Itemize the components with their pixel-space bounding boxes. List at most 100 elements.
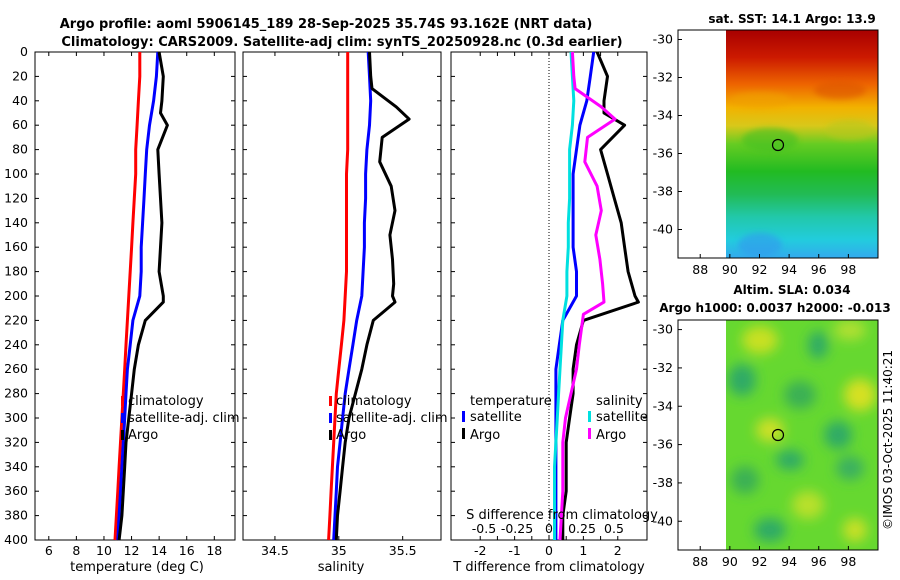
- depth-tick-label: 160: [4, 239, 28, 254]
- sla-map-subtitle: Argo h1000: 0.0037 h2000: -0.013: [659, 301, 890, 315]
- depth-tick-label: 100: [4, 166, 28, 181]
- map-y-tick-label: -38: [653, 475, 673, 490]
- map-x-tick-label: 90: [722, 554, 738, 569]
- legend-label-climatology: climatology: [336, 394, 412, 409]
- depth-tick-label: 140: [4, 215, 28, 230]
- s-tick-label: 0.25: [568, 521, 596, 536]
- temperature-axis: 6 8 10 12 14 16 18: [35, 51, 235, 558]
- map-x-tick-label: 92: [752, 262, 768, 277]
- legend-label-satellite-adj: satellite-adj. clim: [336, 411, 448, 426]
- map-x-tick-label: 98: [840, 262, 856, 277]
- series-line-s-argo: [558, 51, 617, 541]
- depth-tick-label: 220: [4, 312, 28, 327]
- depth-tick-label: 20: [12, 68, 28, 83]
- map-x-tick-label: 98: [840, 554, 856, 569]
- salinity-axis: 34.5 35 35.5: [243, 51, 441, 558]
- series-line-satellite-adj-clim: [332, 51, 373, 541]
- legend-swatch-t-argo: [462, 428, 465, 439]
- legend-label-satellite-adj: satellite-adj. clim: [128, 411, 240, 426]
- map-y-tick-label: -34: [653, 398, 673, 413]
- sla-argo-position-marker: [771, 428, 785, 442]
- x-tick-label: 35: [331, 543, 347, 558]
- temperature-xlabel: temperature (deg C): [70, 560, 204, 575]
- series-line-s-satellite: [553, 51, 576, 540]
- depth-tick-label: 360: [4, 483, 28, 498]
- map-y-tick-label: -32: [653, 360, 673, 375]
- sla-heatmap: [726, 320, 878, 550]
- legend-swatch-climatology: [329, 396, 332, 406]
- map-x-tick-label: 96: [811, 554, 827, 569]
- x-tick-label: 8: [72, 543, 80, 558]
- salinity-lines: [327, 51, 411, 541]
- depth-tick-label: 40: [12, 93, 28, 108]
- legend-label-t-satellite: satellite: [470, 410, 522, 425]
- map-y-tick-label: -32: [653, 70, 673, 85]
- depth-tick-label: 240: [4, 337, 28, 352]
- x-tick-label: -1: [508, 543, 520, 558]
- temperature-panel-frame: [34, 51, 236, 541]
- depth-tick-label: 380: [4, 508, 28, 523]
- legend-swatch-s-satellite: [588, 411, 591, 422]
- x-tick-label: -2: [474, 543, 486, 558]
- legend-swatch-argo: [329, 430, 332, 440]
- legend-label-s-satellite: satellite: [596, 410, 648, 425]
- x-tick-label: 35.5: [389, 543, 417, 558]
- depth-tick-label: 120: [4, 190, 28, 205]
- salinity-xlabel: salinity: [318, 560, 365, 575]
- map-x-tick-label: 88: [692, 554, 708, 569]
- map-y-tick-label: -30: [653, 322, 673, 337]
- sst-heatmap: [726, 30, 878, 258]
- series-line-argo: [117, 51, 169, 541]
- map-y-tick-label: -38: [653, 184, 673, 199]
- legend-swatch-satellite-adj: [121, 413, 124, 423]
- sst-argo-position-marker: [771, 138, 785, 152]
- map-x-tick-label: 92: [752, 554, 768, 569]
- s-tick-label: -0.5: [472, 521, 496, 536]
- legend-label-argo: Argo: [336, 428, 366, 443]
- s-tick-label: 0: [545, 521, 553, 536]
- depth-tick-label: 180: [4, 264, 28, 279]
- series-line-t-argo: [561, 51, 640, 540]
- legend-label-t-argo: Argo: [470, 428, 500, 443]
- depth-tick-label: 400: [4, 532, 28, 547]
- depth-tick-label: 280: [4, 386, 28, 401]
- map-y-tick-label: -40: [653, 222, 673, 237]
- sla-map-axis: 88 90 92 94 96 98 -30 -32 -34 -36 -38 -40: [653, 322, 857, 569]
- depth-tick-label: 200: [4, 288, 28, 303]
- t-difference-xlabel: T difference from climatology: [452, 560, 645, 575]
- x-tick-label: 12: [124, 543, 140, 558]
- series-line-climatology: [327, 52, 350, 541]
- legend-swatch-s-argo: [588, 428, 591, 439]
- series-line-climatology: [113, 52, 142, 541]
- sla-texture: [728, 320, 876, 542]
- map-y-tick-label: -30: [653, 32, 673, 47]
- legend-swatch-satellite-adj: [329, 413, 332, 423]
- legend-swatch-t-satellite: [462, 411, 465, 422]
- legend-swatch-climatology: [121, 396, 124, 406]
- main-title-line1: Argo profile: aoml 5906145_189 28-Sep-20…: [60, 17, 593, 32]
- legend-label-s-argo: Argo: [596, 428, 626, 443]
- map-y-tick-label: -34: [653, 108, 673, 123]
- temperature-legend: climatology satellite-adj. clim Argo: [121, 394, 240, 443]
- main-title-line2: Climatology: CARS2009. Satellite-adj cli…: [61, 35, 622, 50]
- imos-credit: ©IMOS 03-Oct-2025 11:40:21: [881, 350, 895, 530]
- x-tick-label: 2: [614, 543, 622, 558]
- series-line-argo: [334, 51, 411, 541]
- x-tick-label: 34.5: [261, 543, 289, 558]
- x-tick-label: 1: [579, 543, 587, 558]
- salinity-legend: climatology satellite-adj. clim Argo: [329, 394, 448, 443]
- depth-tick-label: 300: [4, 410, 28, 425]
- x-tick-label: 0: [545, 543, 553, 558]
- legend-label-argo: Argo: [128, 428, 158, 443]
- map-x-tick-label: 96: [811, 262, 827, 277]
- x-tick-label: 6: [45, 543, 53, 558]
- legend-swatch-argo: [121, 430, 124, 440]
- x-tick-label: 18: [206, 543, 222, 558]
- temperature-lines: [113, 51, 169, 541]
- depth-tick-label: 340: [4, 459, 28, 474]
- x-tick-label: 10: [96, 543, 112, 558]
- depth-tick-label: 260: [4, 361, 28, 376]
- map-y-tick-label: -36: [653, 437, 673, 452]
- sla-map-frame: [677, 319, 879, 551]
- depth-tick-label: 60: [12, 117, 28, 132]
